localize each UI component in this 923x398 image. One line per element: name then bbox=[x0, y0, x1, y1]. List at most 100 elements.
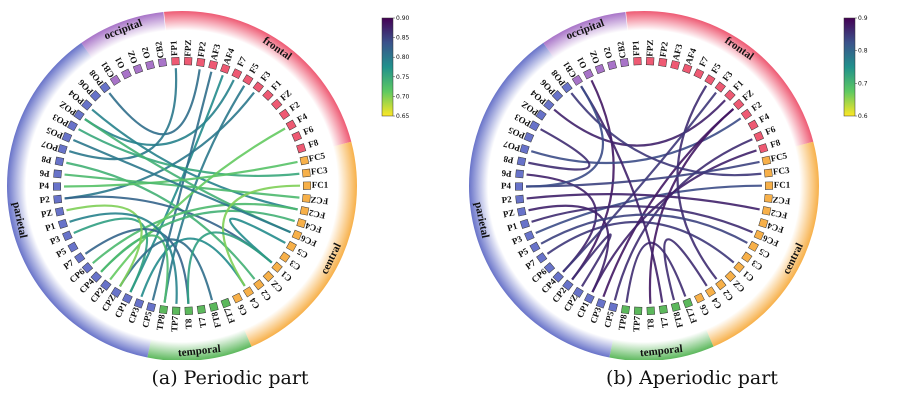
channel-node-P4 bbox=[52, 182, 62, 191]
channel-node-C2 bbox=[715, 278, 727, 291]
region-arc-temporal bbox=[609, 329, 714, 360]
channel-label-C6: C6 bbox=[235, 303, 249, 318]
region-arc-frontal bbox=[626, 11, 814, 147]
channel-node-F2 bbox=[278, 108, 291, 120]
channel-label-C4: C4 bbox=[709, 296, 724, 311]
channel-node-CPZ bbox=[110, 286, 122, 298]
channel-node-FC3 bbox=[301, 168, 311, 178]
channel-node-F6 bbox=[291, 131, 303, 142]
caption-aperiodic: (b) Aperiodic part bbox=[606, 367, 778, 389]
channel-node-AF4 bbox=[220, 63, 231, 74]
channel-node-PO6 bbox=[89, 90, 102, 102]
connection-F7-POZ bbox=[84, 79, 235, 147]
channel-label-F6: F6 bbox=[302, 124, 316, 137]
channel-node-C6 bbox=[694, 292, 705, 304]
channel-node-CP3 bbox=[595, 298, 607, 309]
channel-label-FCZ: FCZ bbox=[772, 195, 791, 207]
channel-label-FC6: FC6 bbox=[299, 233, 319, 249]
channel-label-CP3: CP3 bbox=[126, 305, 141, 324]
channel-node-AF3 bbox=[208, 60, 218, 70]
channel-node-AF3 bbox=[670, 60, 680, 70]
channel-node-P8 bbox=[54, 156, 65, 167]
channel-node-PO5 bbox=[523, 131, 535, 143]
channel-node-F8 bbox=[758, 143, 769, 154]
channel-label-F3: F3 bbox=[258, 69, 272, 83]
channel-label-P6: P6 bbox=[39, 168, 50, 179]
channel-node-PO5 bbox=[61, 131, 73, 143]
channel-node-FP2 bbox=[658, 57, 668, 67]
channel-node-CP3 bbox=[133, 298, 145, 309]
channel-node-C5 bbox=[748, 240, 759, 252]
channel-node-F1 bbox=[724, 89, 736, 101]
channel-label-C2: C2 bbox=[720, 288, 735, 303]
channel-node-PZ bbox=[54, 206, 65, 217]
channel-label-FCZ: FCZ bbox=[310, 195, 329, 207]
channel-label-F1: F1 bbox=[269, 78, 283, 92]
channel-label-FP2: FP2 bbox=[196, 41, 208, 58]
connection-PO4-F1 bbox=[553, 99, 726, 147]
channel-node-OZ bbox=[132, 63, 144, 75]
connection-P3-FC1 bbox=[535, 184, 763, 234]
connection-C4-FC1 bbox=[221, 184, 301, 287]
channel-label-P3: P3 bbox=[510, 233, 524, 246]
channel-node-P5 bbox=[529, 241, 541, 253]
channel-label-CZ: CZ bbox=[269, 278, 285, 294]
channel-node-PO6 bbox=[551, 90, 564, 102]
connection-T8-C1 bbox=[186, 231, 273, 304]
channel-label-TP7: TP7 bbox=[631, 315, 642, 332]
connection-PO7-FP1 bbox=[68, 68, 178, 161]
connection-P1-TP7 bbox=[69, 212, 178, 304]
connection-P1-FC6 bbox=[531, 205, 753, 234]
channel-node-CP2 bbox=[562, 279, 574, 291]
colorbar bbox=[381, 17, 394, 117]
channel-label-F6: F6 bbox=[764, 124, 778, 137]
channel-label-F2: F2 bbox=[750, 99, 764, 113]
channel-node-CP4 bbox=[90, 271, 102, 283]
channel-label-C5: C5 bbox=[757, 246, 772, 260]
channel-node-P3 bbox=[524, 230, 535, 242]
channel-label-O2: O2 bbox=[139, 46, 152, 60]
channel-node-F1 bbox=[262, 89, 274, 101]
channel-label-OZ: OZ bbox=[126, 49, 140, 65]
channel-node-O2 bbox=[607, 60, 617, 71]
channel-label-FT8: FT8 bbox=[209, 310, 223, 328]
channel-node-F6 bbox=[753, 131, 765, 142]
channel-label-PZ: PZ bbox=[502, 207, 515, 219]
channel-label-P5: P5 bbox=[54, 246, 68, 260]
connection-CP4-TP8 bbox=[100, 234, 169, 303]
channel-label-CP3: CP3 bbox=[588, 305, 603, 324]
channel-node-PO4 bbox=[81, 99, 93, 111]
channel-label-P7: P7 bbox=[62, 257, 76, 271]
channel-node-CP2 bbox=[100, 279, 112, 291]
channel-node-FZ bbox=[271, 98, 283, 111]
channel-label-FC3: FC3 bbox=[772, 165, 790, 177]
channel-node-CB1 bbox=[571, 74, 583, 86]
channel-label-P7: P7 bbox=[524, 257, 538, 271]
channel-node-FP1 bbox=[633, 56, 642, 66]
connection-P8-PO3 bbox=[528, 128, 591, 171]
region-arc-occipital bbox=[543, 11, 628, 59]
channel-label-P8: P8 bbox=[40, 154, 52, 166]
colorbar-tick-label: 0.6 bbox=[858, 113, 868, 120]
channel-label-F7: F7 bbox=[235, 54, 249, 68]
channel-node-C2 bbox=[253, 278, 265, 291]
channel-node-FP2 bbox=[196, 57, 206, 67]
channel-label-FC2: FC2 bbox=[769, 208, 788, 221]
channel-label-P3: P3 bbox=[48, 233, 62, 246]
channel-label-FPZ: FPZ bbox=[644, 39, 655, 56]
channel-node-PZ bbox=[516, 206, 527, 217]
channel-node-P4 bbox=[514, 182, 524, 191]
channel-node-FCZ bbox=[764, 193, 773, 203]
channel-node-O1 bbox=[583, 68, 594, 80]
channel-label-TP8: TP8 bbox=[155, 313, 167, 331]
channel-node-F3 bbox=[714, 81, 726, 93]
connection-PO4-FC2 bbox=[91, 108, 298, 211]
connection-P4-FC5 bbox=[525, 160, 760, 188]
region-arc-central bbox=[705, 141, 819, 347]
channel-node-P2 bbox=[515, 194, 525, 204]
channel-label-FC5: FC5 bbox=[770, 150, 789, 163]
channel-label-P4: P4 bbox=[501, 181, 512, 191]
connection-PO5-FC6 bbox=[72, 138, 291, 234]
channel-label-AF3: AF3 bbox=[209, 42, 223, 61]
channel-node-F4 bbox=[747, 119, 759, 131]
